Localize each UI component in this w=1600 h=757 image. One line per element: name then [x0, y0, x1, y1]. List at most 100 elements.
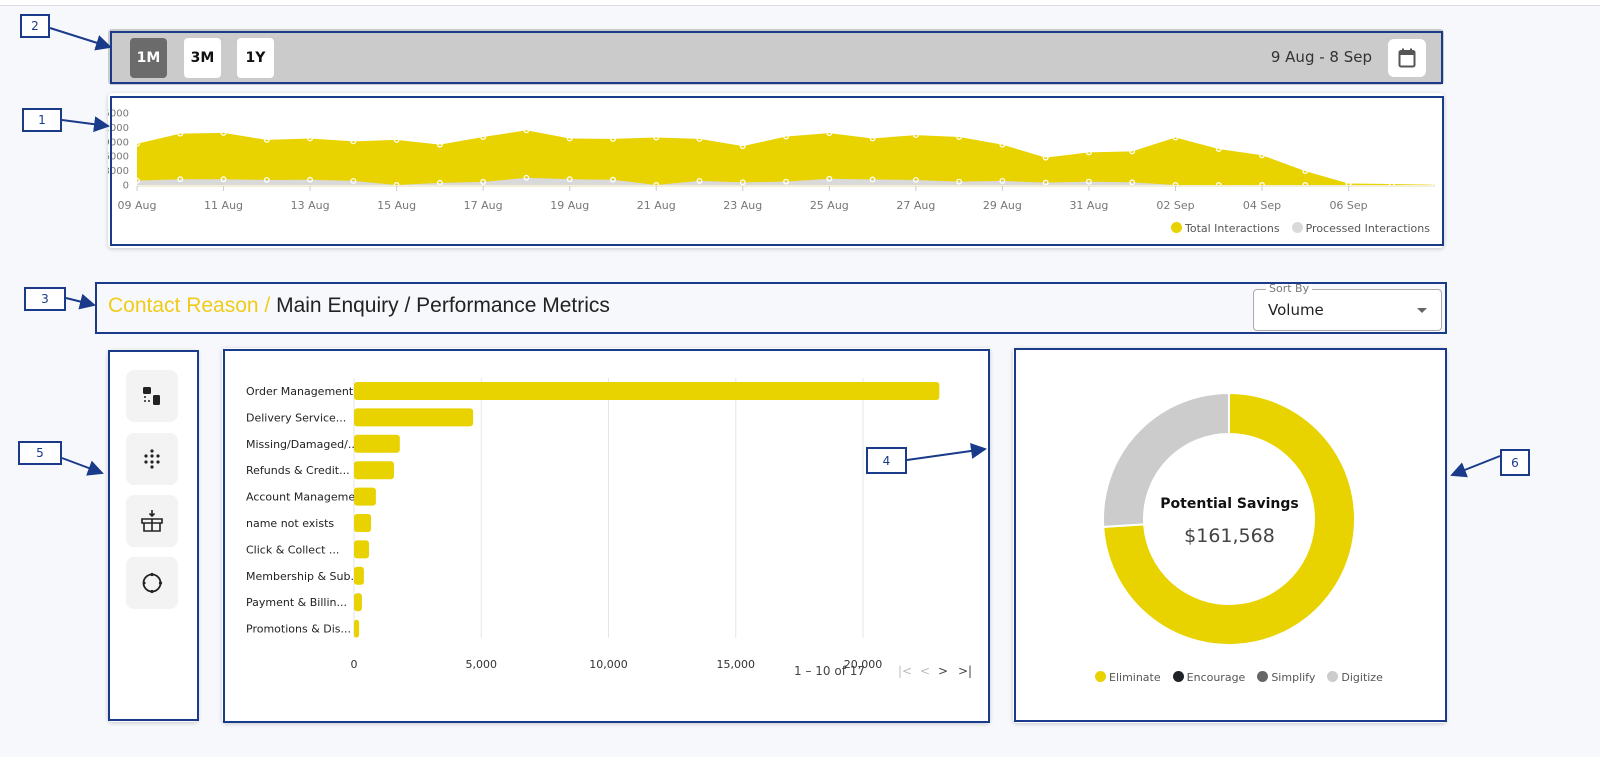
next-page-button[interactable]: > — [938, 664, 949, 678]
data-point — [696, 135, 703, 142]
cycle-view-button[interactable] — [126, 557, 178, 609]
x-tick-label: 15 Aug — [377, 199, 416, 212]
cluster-view-button[interactable] — [126, 433, 178, 485]
x-tick-label: 02 Sep — [1156, 199, 1194, 212]
data-point — [263, 136, 270, 143]
data-point — [436, 141, 443, 148]
bar — [354, 487, 376, 506]
data-point — [350, 177, 357, 184]
potential-savings-card: Potential Savings $161,568 Eliminate Enco… — [1013, 348, 1446, 723]
bar — [354, 540, 370, 559]
data-point — [480, 178, 487, 185]
x-tick-label: 10,000 — [589, 658, 628, 671]
legend-dot — [1172, 671, 1184, 682]
legend-dot — [1327, 671, 1339, 682]
data-point — [134, 140, 140, 147]
donut-center-value: $161,568 — [1184, 525, 1275, 547]
data-point — [696, 177, 703, 184]
cycle-icon — [142, 572, 163, 594]
annotation-label-4: 4 — [866, 447, 907, 474]
data-point — [134, 177, 140, 184]
y-tick-label: 3000 — [108, 166, 129, 177]
bar-label: Membership & Sub... — [246, 570, 361, 583]
data-point — [912, 132, 919, 139]
legend-encourage[interactable]: Encourage — [1172, 671, 1245, 684]
first-page-button[interactable]: |< — [898, 664, 913, 678]
data-point — [783, 178, 789, 185]
y-tick-label: 6000 — [108, 152, 129, 163]
prev-page-button[interactable]: < — [920, 664, 931, 678]
data-point — [999, 177, 1006, 184]
data-point — [1172, 134, 1179, 141]
range-1y-button[interactable]: 1Y — [237, 38, 274, 78]
data-point — [566, 176, 573, 183]
data-point — [999, 141, 1006, 148]
annotation-arrow-6 — [1450, 455, 1501, 478]
bar-label: name not exists — [246, 517, 334, 530]
data-point — [1432, 182, 1439, 188]
last-page-button[interactable]: >| — [958, 664, 973, 678]
chevron-down-icon — [1417, 308, 1427, 313]
legend-total[interactable]: Total Interactions — [1171, 222, 1280, 235]
annotation-label-3: 3 — [24, 287, 66, 311]
y-tick-label: 12000 — [108, 123, 129, 134]
bar — [354, 593, 362, 612]
bar-label: Click & Collect ... — [246, 543, 339, 556]
box-download-icon — [141, 510, 163, 532]
legend-label: Simplify — [1271, 671, 1316, 684]
data-point — [263, 177, 270, 183]
data-point — [739, 179, 746, 186]
data-point — [436, 179, 443, 186]
x-tick-label: 13 Aug — [291, 199, 330, 212]
range-3m-button[interactable]: 3M — [184, 38, 221, 78]
breadcrumb: Contact Reason / Main Enquiry / Performa… — [108, 294, 610, 318]
calendar-button[interactable] — [1388, 39, 1426, 77]
sort-by-select[interactable]: Sort By Volume — [1253, 282, 1442, 331]
annotation-label-6: 6 — [1500, 449, 1530, 476]
legend-processed[interactable]: Processed Interactions — [1291, 222, 1430, 235]
donut-center-title: Potential Savings — [1160, 496, 1299, 512]
breadcrumb-contact-reason[interactable]: Contact Reason / — [108, 294, 277, 317]
range-1m-button[interactable]: 1M — [130, 38, 167, 78]
cluster-dots-icon — [144, 449, 160, 469]
data-point — [480, 134, 487, 140]
data-point — [1129, 148, 1136, 155]
x-tick-label: 5,000 — [466, 658, 498, 671]
box-view-button[interactable] — [126, 495, 178, 547]
data-point — [610, 176, 616, 183]
legend-processed-label: Processed Interactions — [1305, 222, 1430, 235]
bar — [354, 461, 394, 480]
bar — [354, 566, 364, 585]
legend-dot — [1257, 671, 1269, 682]
data-point — [912, 177, 919, 183]
contact-reason-bar-card: 0 5,000 10,000 15,000 20,000 Order Management… — [222, 348, 990, 723]
data-point — [1302, 168, 1309, 175]
data-point — [307, 135, 314, 142]
legend-simplify[interactable]: Simplify — [1257, 671, 1315, 684]
bar-label: Refunds & Credit... — [246, 464, 350, 477]
bar-label: Delivery Service... — [246, 411, 346, 424]
hierarchy-view-button[interactable] — [126, 370, 178, 422]
legend-label: Eliminate — [1109, 671, 1161, 684]
contact-reason-bar-chart: 0 5,000 10,000 15,000 20,000 Order Management… — [246, 378, 940, 671]
data-point — [610, 135, 616, 142]
data-point — [1042, 179, 1049, 186]
legend-digitize[interactable]: Digitize — [1327, 671, 1383, 684]
data-point — [1302, 182, 1309, 188]
savings-donut-chart — [1102, 391, 1356, 646]
data-point — [653, 134, 660, 141]
bar-label: Promotions & Dis... — [246, 623, 351, 636]
data-point — [1042, 154, 1049, 161]
date-range-label: 9 Aug - 8 Sep — [1270, 48, 1372, 66]
bar — [354, 434, 400, 453]
sort-by-label: Sort By — [1266, 282, 1313, 295]
area-total — [137, 130, 1436, 185]
annotation-arrow-3 — [65, 293, 96, 310]
legend-eliminate[interactable]: Eliminate — [1095, 671, 1161, 684]
bar-label: Account Manageme... — [246, 491, 366, 504]
donut-slice-digitize — [1102, 391, 1230, 528]
x-tick-label: 15,000 — [717, 658, 756, 671]
x-tick-label: 11 Aug — [204, 199, 243, 212]
data-point — [826, 175, 833, 182]
